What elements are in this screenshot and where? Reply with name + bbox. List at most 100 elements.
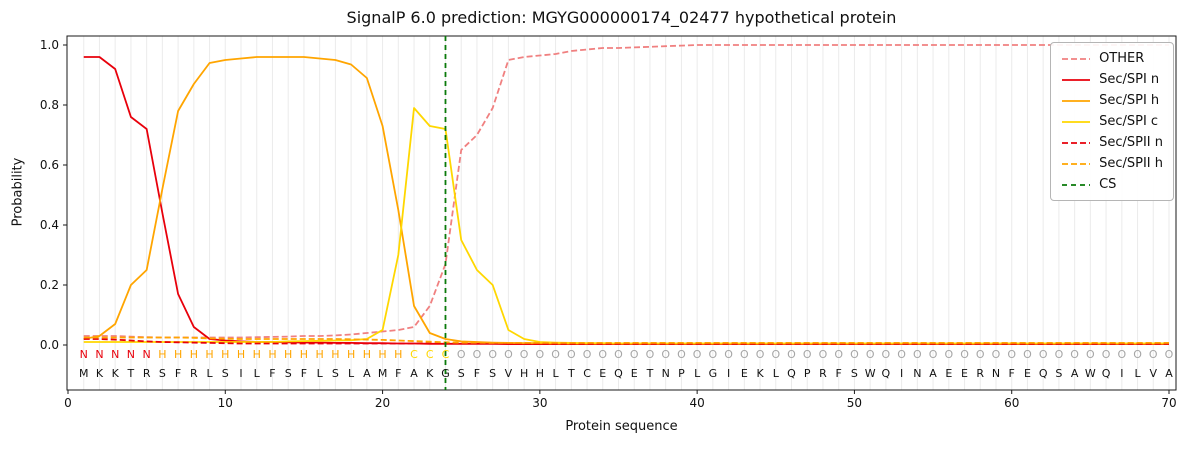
y-tick-label: 0.2 [40, 278, 59, 292]
sequence-letter: L [694, 367, 701, 380]
legend-line-sample [1062, 78, 1091, 81]
sequence-letter: E [631, 367, 638, 380]
region-letter: O [1007, 348, 1016, 361]
sequence-letter: I [1120, 367, 1123, 380]
sequence-letter: S [285, 367, 292, 380]
series-line-other [83, 44, 1169, 339]
region-letter: O [771, 348, 780, 361]
sequence-letter: W [1085, 367, 1096, 380]
y-tick-label: 1.0 [40, 38, 59, 52]
sequence-letter: F [474, 367, 480, 380]
region-letter: O [567, 348, 576, 361]
legend-item: Sec/SPII h [1061, 155, 1163, 172]
sequence-letter: K [426, 367, 434, 380]
region-letter: O [834, 348, 843, 361]
region-letter: O [944, 348, 953, 361]
sequence-letter: I [727, 367, 730, 380]
region-letter: O [646, 348, 655, 361]
sequence-letter: F [269, 367, 275, 380]
sequence-letter: E [945, 367, 952, 380]
region-letter: O [913, 348, 922, 361]
sequence-letter: L [348, 367, 355, 380]
sequence-letter: L [773, 367, 780, 380]
series-line-sec-spi-h [83, 56, 1169, 345]
region-letter: N [95, 348, 103, 361]
sequence-letter: S [1055, 367, 1062, 380]
legend-line-sample [1062, 162, 1091, 165]
sequence-letter: A [410, 367, 418, 380]
sequence-letter: T [567, 367, 575, 380]
sequence-letter: S [458, 367, 465, 380]
region-letter: O [661, 348, 670, 361]
sequence-letter: R [143, 367, 151, 380]
region-letter: O [598, 348, 607, 361]
sequence-letter: M [79, 367, 89, 380]
series-line-sec-spi-n [83, 56, 1169, 346]
region-letter: N [80, 348, 88, 361]
sequence-letter: N [913, 367, 921, 380]
sequence-letter: L [1134, 367, 1141, 380]
region-letter: N [111, 348, 119, 361]
sequence-letter: S [159, 367, 166, 380]
sequence-letter: F [301, 367, 307, 380]
region-letter: O [488, 348, 497, 361]
region-letter: N [143, 348, 151, 361]
sequence-letter: A [929, 367, 937, 380]
legend-line-sample [1062, 57, 1091, 60]
sequence-letter: G [709, 367, 718, 380]
sequence-letter: K [756, 367, 764, 380]
legend-item-label: OTHER [1099, 51, 1145, 66]
region-letter: H [237, 348, 245, 361]
legend-line-sample [1062, 183, 1091, 186]
y-tick-label: 0.8 [40, 98, 59, 112]
gridlines [83, 36, 1170, 390]
region-letter: H [378, 348, 386, 361]
sequence-letter: Q [882, 367, 891, 380]
sequence-letter: Q [614, 367, 623, 380]
sequence-letter: P [678, 367, 685, 380]
region-letter: O [709, 348, 718, 361]
region-letter: O [724, 348, 733, 361]
region-letter: O [960, 348, 969, 361]
region-letter: H [347, 348, 355, 361]
region-letter: O [1055, 348, 1064, 361]
legend-item: Sec/SPII n [1061, 134, 1163, 151]
sequence-letter: F [175, 367, 181, 380]
region-letter: O [1086, 348, 1095, 361]
sequence-letter: H [520, 367, 528, 380]
region-letter: O [1023, 348, 1032, 361]
legend-item-label: Sec/SPI h [1099, 93, 1160, 108]
x-tick-label: 60 [1004, 396, 1019, 410]
y-tick-label: 0.6 [40, 158, 59, 172]
region-letter: O [583, 348, 592, 361]
region-letter: O [1102, 348, 1111, 361]
sequence-letter: T [646, 367, 654, 380]
x-tick-label: 10 [218, 396, 233, 410]
region-letter: H [394, 348, 402, 361]
axis-ticks: 0 10 20 30 40 50 60 70 0.0 0.2 0.4 0.6 0.8 1.0 [40, 38, 1177, 410]
sequence-letter: V [505, 367, 513, 380]
sequence-letter: Q [1102, 367, 1111, 380]
sequence-letter: V [1150, 367, 1158, 380]
region-letter: O [1149, 348, 1158, 361]
sequence-letter: F [836, 367, 842, 380]
sequence-letter: A [363, 367, 371, 380]
region-letter: O [756, 348, 765, 361]
series-line-sec-spii-h [83, 336, 1169, 344]
x-tick-label: 30 [532, 396, 547, 410]
sequence-letter: W [865, 367, 876, 380]
region-letter: O [536, 348, 545, 361]
sequence-letter: F [395, 367, 401, 380]
region-letter: O [819, 348, 828, 361]
legend-item: CS [1061, 176, 1163, 193]
y-axis-label: Probability [10, 157, 26, 227]
region-letter: O [677, 348, 686, 361]
sequence-letter: R [190, 367, 198, 380]
sequence-letter: S [332, 367, 339, 380]
x-tick-label: 70 [1161, 396, 1176, 410]
sequence-letter: Q [1039, 367, 1048, 380]
region-letter: O [504, 348, 513, 361]
region-letter: O [630, 348, 639, 361]
